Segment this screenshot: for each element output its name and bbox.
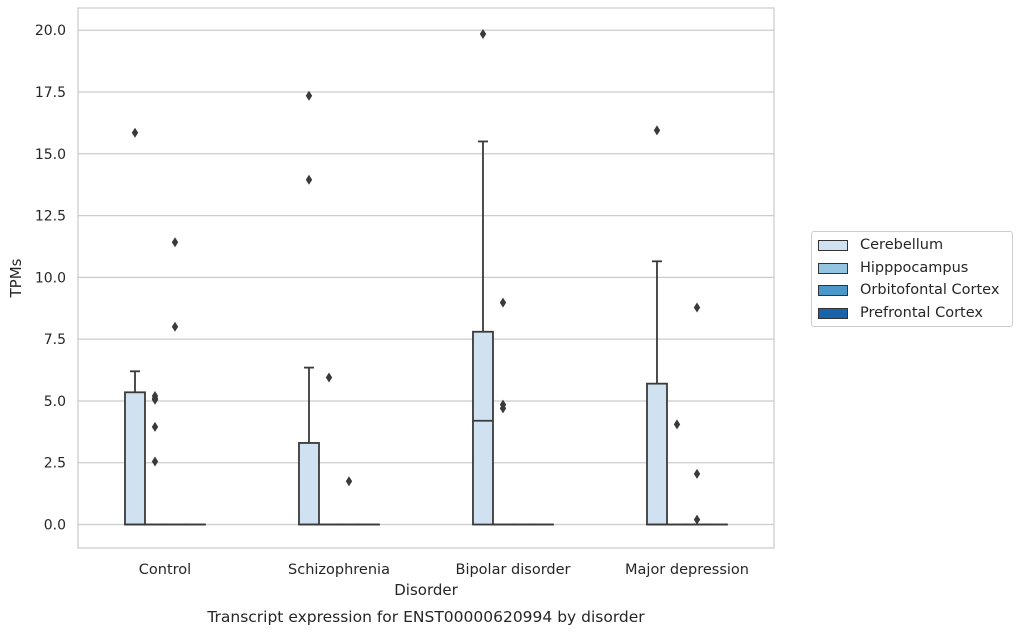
y-tick-label-8: 20.0: [35, 23, 66, 39]
outlier-2-1-0: [345, 476, 353, 487]
outlier-1-3-0: [673, 419, 681, 430]
boxes: [124, 140, 728, 526]
y-tick-label-3: 7.5: [44, 332, 66, 348]
outlier-0-0-0: [131, 127, 139, 138]
outlier-1-2-1: [499, 399, 507, 410]
box-0-2: [472, 140, 494, 526]
outlier-2-0-1: [171, 237, 179, 248]
outlier-0-1-1: [305, 90, 313, 101]
outlier-1-1-0: [325, 372, 333, 383]
chart-title: Transcript expression for ENST0000062099…: [206, 608, 645, 626]
outlier-1-0-0: [151, 456, 159, 467]
outlier-1-2-2: [499, 297, 507, 308]
outlier-1-0-4: [151, 391, 159, 402]
box-body: [646, 382, 668, 526]
legend-item-cerebellum: Cerebellum: [818, 235, 943, 255]
outliers: [131, 28, 701, 525]
outlier-1-0-1: [151, 421, 159, 432]
y-tick-label-2: 5.0: [44, 394, 66, 410]
legend-item-orbitofrontal-cortex: Orbitofontal Cortex: [818, 280, 999, 300]
box-0-0: [124, 370, 146, 526]
outlier-0-3-0: [653, 125, 661, 136]
x-axis-label: Disorder: [394, 581, 458, 599]
box-body: [472, 330, 494, 526]
y-tick-label-1: 2.5: [44, 456, 66, 472]
y-tick-label-6: 15.0: [35, 147, 66, 163]
outlier-0-1-0: [305, 174, 313, 185]
outlier-2-3-2: [693, 302, 701, 313]
plot-area-frame: [77, 7, 775, 549]
x-tick-label-3: Major depression: [625, 562, 749, 578]
x-tick-label-2: Bipolar disorder: [456, 562, 571, 578]
box-body: [298, 442, 320, 526]
x-tick-labels: Control Schizophrenia Bipolar disorder Majo…: [139, 562, 749, 578]
legend-item-hippocampus: Hipppocampus: [818, 258, 968, 278]
y-axis-label: TPMs: [7, 258, 25, 298]
y-tick-label-7: 17.5: [35, 85, 66, 101]
y-tick-label-5: 12.5: [35, 209, 66, 225]
legend-swatch-hippocampus: [818, 262, 848, 274]
legend: Cerebellum Hipppocampus Orbitofontal Cor…: [811, 231, 1013, 327]
legend-swatch-prefrontal-cortex: [818, 307, 848, 319]
legend-item-prefrontal-cortex: Prefrontal Cortex: [818, 303, 983, 323]
box-0-3: [646, 260, 668, 526]
y-tick-label-0: 0.0: [44, 518, 66, 534]
legend-swatch-orbitofrontal-cortex: [818, 284, 848, 296]
y-tick-label-4: 10.0: [35, 270, 66, 286]
outlier-2-0-0: [171, 321, 179, 332]
box-0-1: [298, 366, 320, 526]
legend-label-cerebellum: Cerebellum: [860, 237, 944, 253]
y-gridlines: [78, 29, 774, 526]
box-body: [124, 391, 146, 526]
legend-label-prefrontal-cortex: Prefrontal Cortex: [860, 305, 983, 321]
x-tick-label-1: Schizophrenia: [288, 562, 390, 578]
outlier-2-3-1: [693, 468, 701, 479]
outlier-0-2-0: [479, 28, 487, 39]
y-tick-labels: 0.0 2.5 5.0 7.5 10.0 12.5 15.0 17.5 20.0: [35, 23, 66, 533]
legend-swatch-cerebellum: [818, 239, 848, 251]
outlier-2-3-0: [693, 514, 701, 525]
legend-label-orbitofrontal-cortex: Orbitofontal Cortex: [860, 282, 1000, 298]
x-tick-label-0: Control: [139, 562, 191, 578]
legend-label-hippocampus: Hipppocampus: [860, 260, 969, 276]
